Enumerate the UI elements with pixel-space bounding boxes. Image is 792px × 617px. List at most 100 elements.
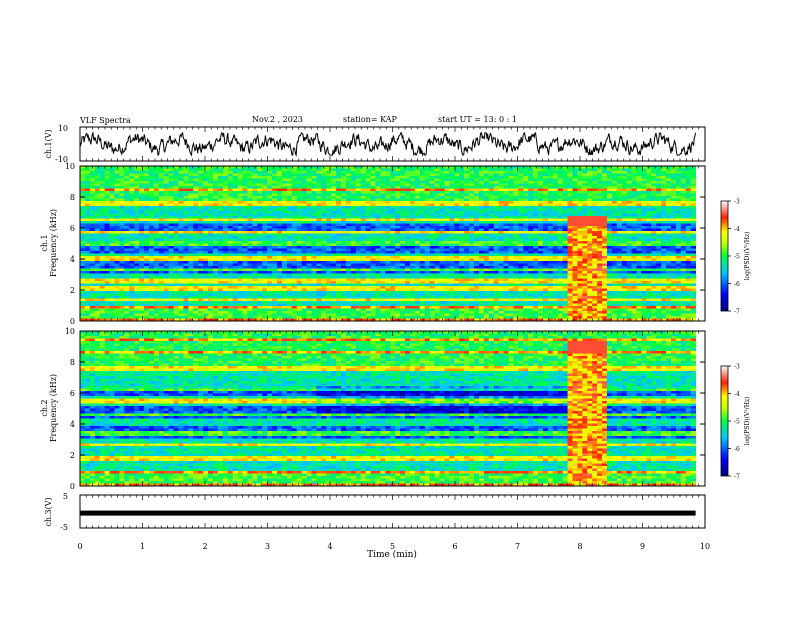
spectrogram-cell [173, 311, 179, 314]
spectrogram-cell [144, 191, 150, 194]
spectrogram-cell [424, 223, 431, 227]
spectrogram-cell [262, 171, 268, 174]
spectrogram-cell [114, 293, 120, 297]
spectrogram-cell [188, 248, 194, 252]
spectrogram-cell [380, 306, 386, 309]
spectrogram-cell [429, 183, 436, 187]
spectrogram-cell [419, 268, 426, 272]
spectrogram-cell [286, 193, 293, 197]
spectrogram-cell [247, 258, 253, 262]
spectrogram-cell [301, 233, 307, 237]
spectrogram-cell [104, 201, 110, 204]
spectrogram-cell [336, 256, 342, 259]
spectrogram-cell [168, 168, 174, 172]
spectrogram-cell [341, 258, 347, 262]
spectrogram-cell [360, 266, 367, 269]
spectrogram-cell [252, 261, 258, 264]
spectrogram-cell [380, 166, 386, 169]
spectrogram-cell [385, 286, 391, 289]
spectrogram-cell [439, 301, 445, 304]
spectrogram-cell [301, 296, 307, 299]
spectrogram-cell [232, 251, 238, 254]
spectrogram-cell [217, 238, 224, 242]
spectrogram-cell [173, 243, 179, 247]
spectrogram-cell [286, 223, 293, 227]
spectrogram-cell [390, 188, 396, 192]
spectrogram-cell [311, 248, 317, 252]
spectrogram-cell [247, 251, 253, 254]
spectrogram-cell [336, 298, 342, 302]
spectrogram-cell [429, 263, 436, 267]
spectrogram-cell [168, 241, 174, 244]
spectrogram-cell [390, 281, 396, 284]
spectrogram-cell [350, 231, 357, 234]
spectrogram-cell [252, 213, 258, 217]
spectrogram-cell [222, 171, 229, 174]
spectrogram-cell [375, 276, 381, 279]
spectrogram-cell [139, 181, 145, 184]
spectrogram-cell [129, 238, 135, 242]
spectrogram-cell [183, 238, 189, 242]
spectrogram-cell [301, 316, 307, 319]
spectrogram-cell [424, 198, 431, 202]
spectrogram-cell [129, 311, 135, 314]
spectrogram-cell [232, 263, 238, 267]
spectrogram-cell [109, 238, 115, 242]
spectrogram-cell [153, 286, 160, 289]
spectrogram-cell [119, 283, 125, 287]
spectrogram-cell [439, 218, 445, 222]
spectrogram-cell [119, 221, 125, 224]
spectrogram-cell [464, 168, 470, 172]
spectrogram-cell [247, 173, 253, 177]
spectrogram-cell [341, 316, 347, 319]
spectrogram-cell [89, 248, 96, 252]
spectrogram-cell [129, 221, 135, 224]
spectrogram-cell [464, 166, 470, 169]
spectrogram-cell [385, 223, 391, 227]
spectrogram-cell [144, 253, 150, 257]
spectrogram-cell [321, 231, 327, 234]
spectrogram-cell [459, 256, 465, 259]
spectrogram-cell [183, 178, 189, 182]
spectrogram-cell [336, 236, 342, 239]
spectrogram-cell [390, 293, 396, 297]
spectrogram-cell [173, 238, 179, 242]
spectrogram-cell [434, 168, 440, 172]
spectrogram-cell [281, 208, 288, 212]
spectrogram-cell [454, 298, 460, 302]
spectrogram-cell [306, 253, 312, 257]
spectrogram-cell [168, 233, 174, 237]
spectrogram-cell [84, 213, 91, 217]
spectrogram-cell [203, 178, 209, 182]
spectrogram-cell [267, 203, 273, 207]
spectrogram-cell [94, 241, 101, 244]
spectrogram-cell [222, 288, 229, 292]
spectrogram-cell [153, 211, 160, 214]
spectrogram-cell [272, 281, 278, 284]
spectrogram-cell [439, 311, 445, 314]
spectrogram-cell [267, 253, 273, 257]
spectrogram-cell [173, 248, 179, 252]
spectrogram-cell [144, 318, 150, 322]
spectrogram-cell [326, 236, 332, 239]
spectrogram-cell [459, 296, 465, 299]
spectrogram-cell [390, 248, 396, 252]
spectrogram-cell [424, 248, 431, 252]
spectrogram-cell [168, 268, 174, 272]
spectrogram-cell [247, 281, 253, 284]
spectrogram-cell [99, 183, 106, 187]
spectrogram-cell [99, 238, 106, 242]
spectrogram-cell [129, 188, 135, 192]
spectrogram-cell [134, 183, 140, 187]
spectrogram-cell [237, 236, 243, 239]
spectrogram-cell [316, 293, 322, 297]
spectrogram-cell [375, 193, 381, 197]
spectrogram-cell [390, 266, 396, 269]
spectrogram-cell [400, 316, 406, 319]
spectrogram-cell [247, 236, 253, 239]
spectrogram-cell [272, 286, 278, 289]
spectrogram-cell [272, 193, 278, 197]
spectrogram-cell [409, 263, 416, 267]
spectrogram-cell [449, 193, 455, 197]
spectrogram-cell [247, 221, 253, 224]
